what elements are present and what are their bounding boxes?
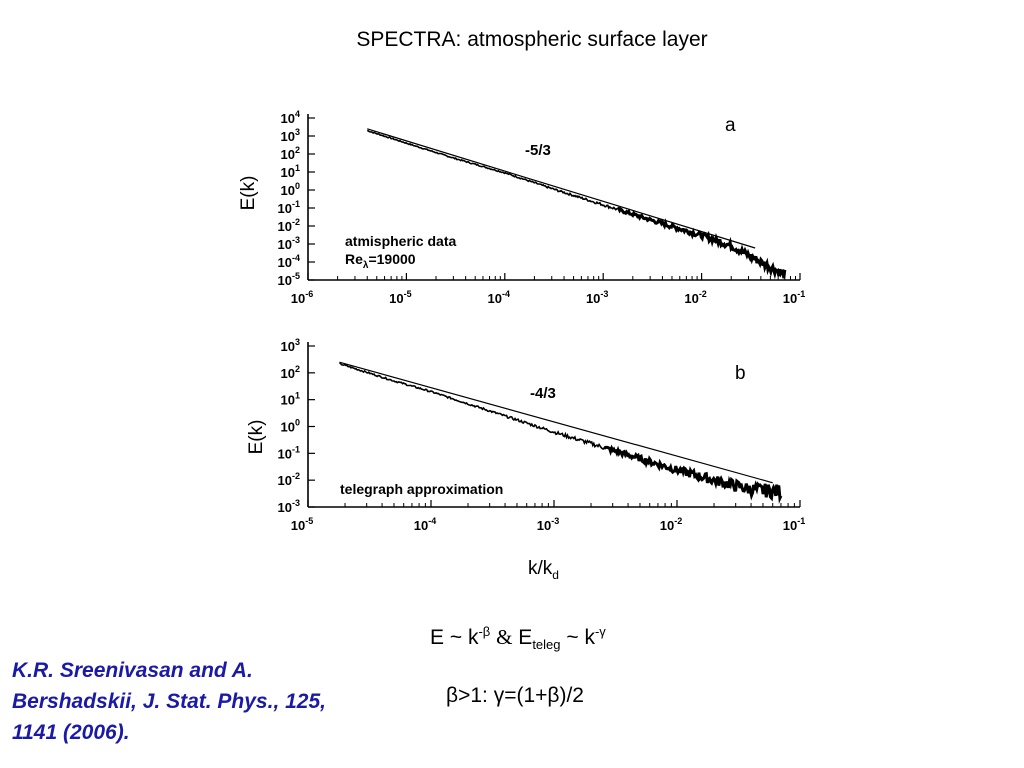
y-tick-label: 10-1 <box>278 444 300 461</box>
citation: K.R. Sreenivasan and A. Bershadskii, J. … <box>12 659 326 744</box>
formula-rhs-tail: ~ k <box>560 626 595 649</box>
annotation-data-label: atmispheric data <box>345 233 456 249</box>
annotation-telegraph: telegraph approximation <box>340 481 503 497</box>
y-axis-label: E(k) <box>238 176 259 211</box>
x-tick-label: 10-5 <box>389 289 411 306</box>
formula-rhs-sub: teleg <box>532 637 561 653</box>
y-tick-label: 103 <box>281 127 300 144</box>
formula-lhs-exp: -β <box>478 624 491 639</box>
y-tick-label: 10-2 <box>278 471 300 488</box>
x-axis-label-main: k/k <box>528 558 553 579</box>
x-tick-label: 10-3 <box>586 289 608 306</box>
x-tick-label: 10-3 <box>537 516 559 533</box>
formula-lhs: E ~ k <box>430 626 479 649</box>
panel-letter: b <box>735 363 746 384</box>
spectrum-curve-dense <box>603 444 783 504</box>
y-tick-label: 10-3 <box>278 235 300 252</box>
formula-line-2: β>1: γ=(1+β)/2 <box>446 684 584 707</box>
annotation-reynolds: Reλ=19000 <box>345 251 416 271</box>
x-axis-label-sub: d <box>552 567 559 582</box>
x-tick-label: 10-1 <box>783 516 805 533</box>
formula-rhs-exp: -γ <box>594 624 606 639</box>
slope-label: -5/3 <box>525 142 551 159</box>
x-tick-label: 10-2 <box>684 289 706 306</box>
panel-letter: a <box>725 115 736 136</box>
y-tick-label: 102 <box>281 145 300 162</box>
y-tick-label: 10-3 <box>278 498 300 515</box>
formula-rhs: E <box>518 626 533 649</box>
y-tick-label: 101 <box>281 391 300 408</box>
y-axis-label: E(k) <box>246 420 267 455</box>
x-tick-label: 10-5 <box>291 516 313 533</box>
y-tick-label: 101 <box>281 163 300 180</box>
y-tick-label: 10-2 <box>278 217 300 234</box>
y-tick-label: 100 <box>281 418 300 435</box>
y-tick-label: 100 <box>281 181 300 198</box>
y-tick-label: 102 <box>281 364 300 381</box>
x-tick-label: 10-2 <box>660 516 682 533</box>
x-tick-label: 10-4 <box>414 516 436 533</box>
x-tick-label: 10-4 <box>488 289 510 306</box>
y-tick-label: 103 <box>281 337 300 354</box>
x-tick-label: 10-6 <box>291 289 313 306</box>
formula-amp: & <box>496 625 513 649</box>
power-law-fit-line <box>367 128 756 249</box>
power-law-fit-line <box>339 361 773 484</box>
spectrum-curve <box>367 129 786 279</box>
y-tick-label: 10-5 <box>278 271 300 288</box>
spectrum-curve-dense <box>617 206 787 280</box>
slide-title: SPECTRA: atmospheric surface layer <box>356 28 708 51</box>
formula-line-1: E ~ k-β & Eteleg ~ k-γ <box>430 624 606 652</box>
y-tick-label: 10-4 <box>278 253 300 270</box>
slope-label: -4/3 <box>530 385 556 402</box>
x-tick-label: 10-1 <box>783 289 805 306</box>
x-axis-label: k/kd <box>528 558 559 582</box>
y-tick-label: 10-1 <box>278 199 300 216</box>
y-tick-label: 104 <box>281 109 300 126</box>
